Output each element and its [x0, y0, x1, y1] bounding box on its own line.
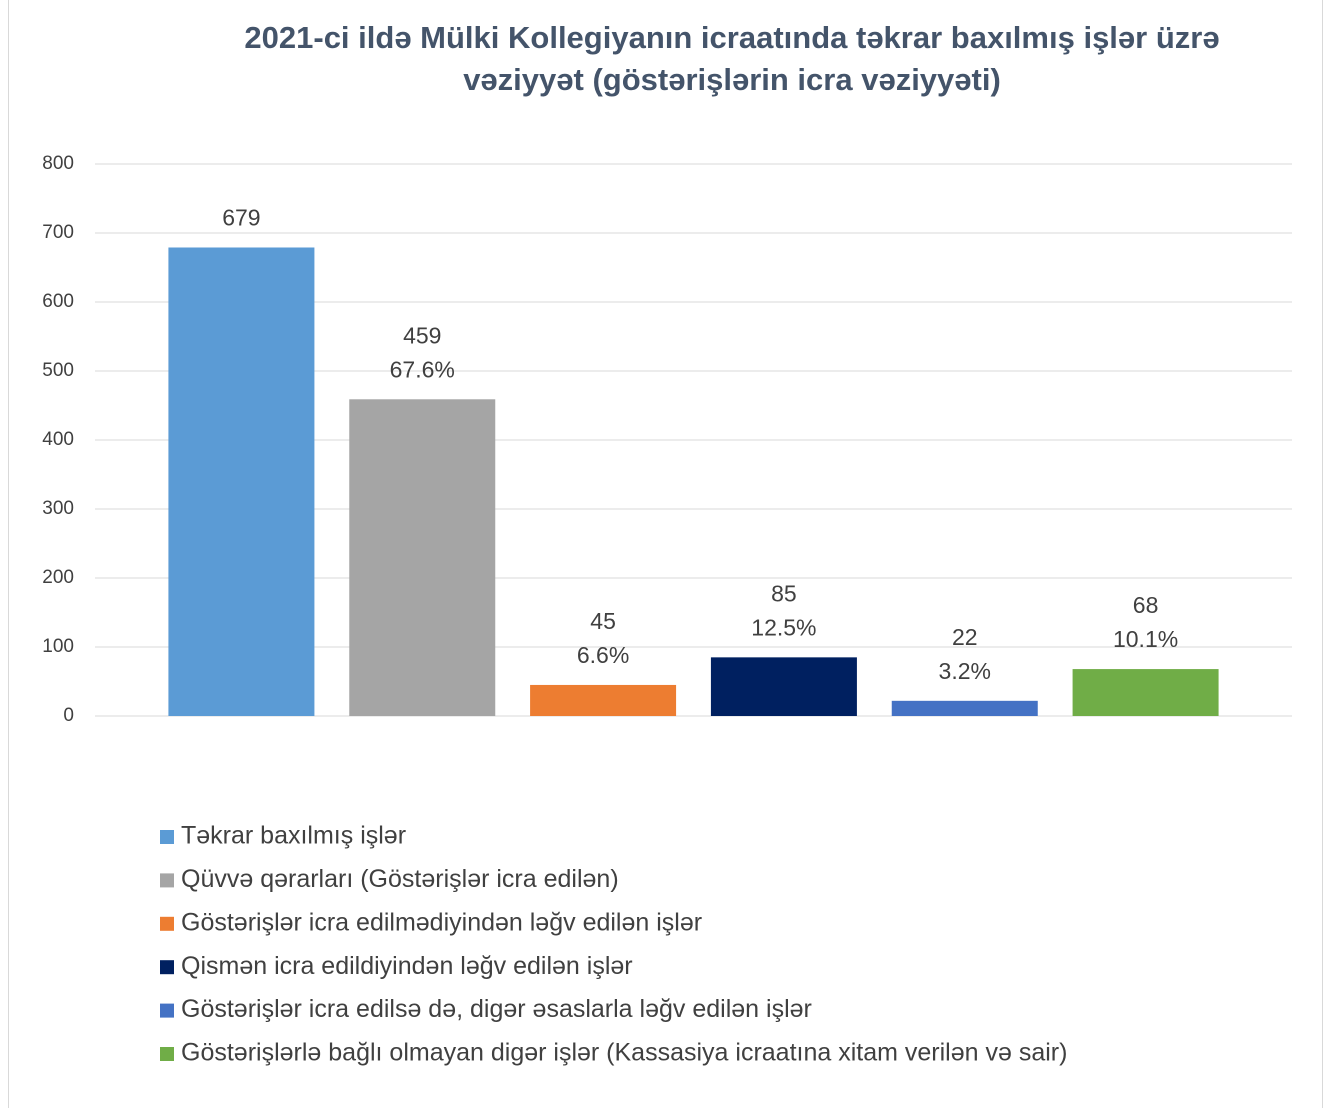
y-tick-label: 800: [42, 153, 74, 174]
value-label: 45: [590, 608, 616, 634]
bar: [349, 399, 496, 716]
chart-subtitle: vəziyyət (göstərişlərin icra vəziyyəti): [463, 62, 1001, 97]
share-label: 12.5%: [751, 614, 816, 640]
bar: [891, 700, 1038, 716]
legend-label: Qismən icra edildiyindən ləğv edilən işl…: [181, 952, 633, 980]
legend-swatch: [160, 830, 174, 844]
y-tick-label: 700: [42, 222, 74, 243]
share-label: 67.6%: [390, 356, 455, 382]
bar: [1072, 669, 1219, 716]
value-label: 459: [403, 322, 441, 348]
y-tick-label: 100: [42, 636, 74, 657]
chart-title: 2021-ci ildə Mülki Kollegiyanın icraatın…: [244, 20, 1219, 55]
legend-swatch: [160, 873, 174, 888]
legend-label: Göstərişlərlə bağlı olmayan digər işlər …: [181, 1039, 1067, 1067]
value-label: 679: [222, 205, 260, 231]
y-tick-label: 400: [42, 429, 74, 450]
share-label: 3.2%: [939, 658, 991, 684]
bar: [710, 657, 857, 716]
share-label: 6.6%: [577, 642, 629, 668]
legend-swatch: [160, 916, 174, 931]
legend-swatch: [160, 960, 174, 975]
legend-label: Göstərişlər icra edilmədiyindən ləğv edi…: [181, 908, 702, 936]
value-label: 85: [771, 580, 797, 606]
legend-swatch: [160, 1047, 174, 1061]
y-tick-label: 600: [42, 291, 74, 312]
y-tick-label: 300: [42, 498, 74, 519]
share-label: 10.1%: [1113, 626, 1178, 652]
legend-swatch: [160, 1003, 174, 1018]
bar: [168, 247, 315, 717]
legend-label: Qüvvə qərarları (Göstərişlər icra edilən…: [181, 865, 619, 893]
bar: [530, 684, 677, 716]
value-label: 68: [1133, 592, 1159, 618]
legend-label: Təkrar baxılmış işlər: [181, 822, 406, 850]
y-tick-label: 500: [42, 360, 74, 381]
y-tick-label: 200: [42, 567, 74, 588]
value-label: 22: [952, 624, 978, 650]
legend-label: Göstərişlər icra edilsə də, digər əsasla…: [181, 995, 812, 1023]
y-tick-label: 0: [63, 705, 74, 726]
